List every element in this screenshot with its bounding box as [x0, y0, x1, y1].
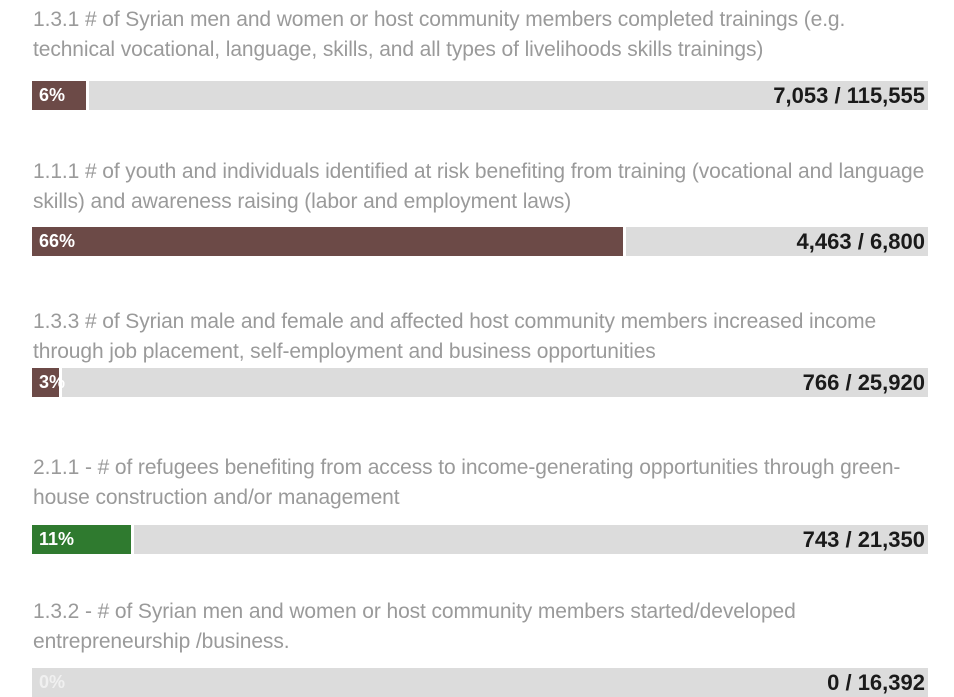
- achieved-target-label: 743 / 21,350: [802, 527, 925, 552]
- percent-label: 0%: [39, 672, 66, 692]
- indicator-5: 1.3.2 - # of Syrian men and women or hos…: [32, 597, 928, 697]
- progress-track: 6% 7,053 / 115,555: [32, 81, 928, 110]
- progress-bar-divider: [59, 368, 62, 397]
- achieved-target-label: 766 / 25,920: [802, 370, 925, 395]
- progress-bar-divider: [131, 525, 134, 554]
- indicator-title: 1.1.1 # of youth and individuals identif…: [33, 160, 925, 213]
- progress-bar-fill: [32, 525, 131, 554]
- achieved-target-label: 4,463 / 6,800: [796, 229, 925, 254]
- indicator-4: 2.1.1 - # of refugees benefiting from ac…: [32, 453, 928, 554]
- indicator-2: 1.1.1 # of youth and individuals identif…: [32, 157, 928, 256]
- progress-bar-fill: [32, 227, 623, 256]
- indicator-1: 1.3.1 # of Syrian men and women or host …: [32, 5, 928, 110]
- progress-bar-fill: [32, 368, 59, 397]
- achieved-target-label: 7,053 / 115,555: [773, 83, 925, 108]
- percent-label: 66%: [39, 231, 76, 251]
- progress-track: 3% 766 / 25,920: [32, 368, 928, 397]
- progress-bar-divider: [623, 227, 626, 256]
- percent-label: 11%: [39, 529, 75, 549]
- progress-bar-fill: [32, 81, 86, 110]
- indicator-title: 1.3.2 - # of Syrian men and women or hos…: [33, 600, 796, 653]
- progress-track: 11% 743 / 21,350: [32, 525, 928, 554]
- achieved-target-label: 0 / 16,392: [827, 670, 925, 695]
- indicator-title: 1.3.1 # of Syrian men and women or host …: [33, 8, 846, 61]
- indicator-3: 1.3.3 # of Syrian male and female and af…: [32, 307, 928, 397]
- percent-label: 6%: [39, 85, 66, 105]
- progress-bar-divider: [86, 81, 89, 110]
- indicator-title: 2.1.1 - # of refugees benefiting from ac…: [33, 456, 901, 509]
- percent-label: 3%: [39, 372, 66, 392]
- indicator-title: 1.3.3 # of Syrian male and female and af…: [33, 310, 877, 363]
- progress-track: 66% 4,463 / 6,800: [32, 227, 928, 256]
- progress-track: 0% 0 / 16,392: [32, 668, 928, 697]
